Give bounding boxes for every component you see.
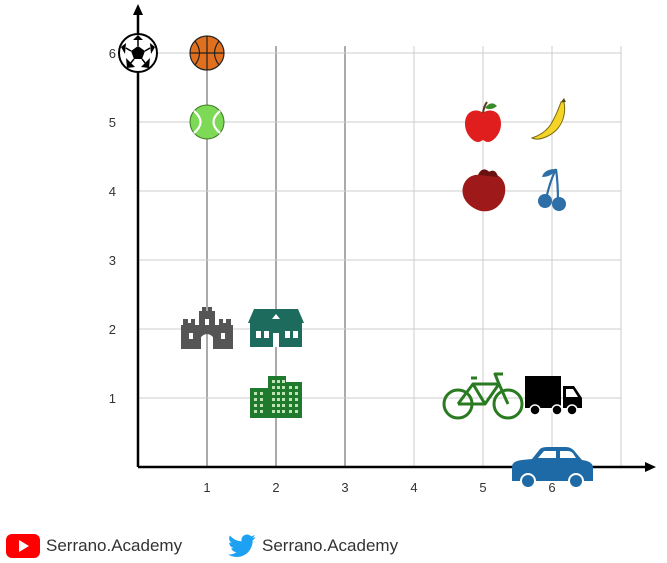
cherry-icon <box>538 168 566 211</box>
x-tick-label: 3 <box>341 480 348 495</box>
twitter-icon <box>228 534 256 557</box>
x-tick-label: 5 <box>479 480 486 495</box>
apple-icon <box>465 101 501 142</box>
car-icon <box>512 447 593 489</box>
strawberry-icon <box>462 169 506 212</box>
y-tick-label: 4 <box>109 184 116 199</box>
youtube-credit[interactable]: Serrano.Academy <box>6 532 182 560</box>
soccer-ball-icon <box>118 33 158 73</box>
house-icon <box>248 309 304 347</box>
x-axis-arrow <box>645 462 656 472</box>
bicycle-icon <box>442 372 524 420</box>
y-tick-label: 6 <box>109 46 116 61</box>
x-tick-label: 4 <box>410 480 417 495</box>
y-tick-label: 5 <box>109 115 116 130</box>
y-tick-label: 3 <box>109 253 116 268</box>
twitter-credit[interactable]: Serrano.Academy <box>228 532 398 560</box>
twitter-label: Serrano.Academy <box>262 536 399 555</box>
youtube-label: Serrano.Academy <box>46 536 183 555</box>
y-axis-arrow <box>133 4 143 15</box>
tennis-ball-icon <box>189 104 225 140</box>
scatter-chart: 1 2 3 4 5 6 1 2 3 4 5 6 <box>109 4 656 495</box>
banana-icon <box>530 98 566 140</box>
apartment-building-icon <box>250 376 302 418</box>
truck-icon <box>525 376 582 416</box>
y-tick-label: 1 <box>109 391 116 406</box>
basketball-icon <box>189 35 225 71</box>
tick-labels: 1 2 3 4 5 6 1 2 3 4 5 6 <box>109 46 556 495</box>
y-tick-label: 2 <box>109 322 116 337</box>
data-points <box>118 33 593 489</box>
castle-icon <box>181 307 233 349</box>
youtube-icon <box>6 534 40 558</box>
x-tick-label: 1 <box>203 480 210 495</box>
x-tick-label: 2 <box>272 480 279 495</box>
x-tick-label: 6 <box>548 480 555 495</box>
